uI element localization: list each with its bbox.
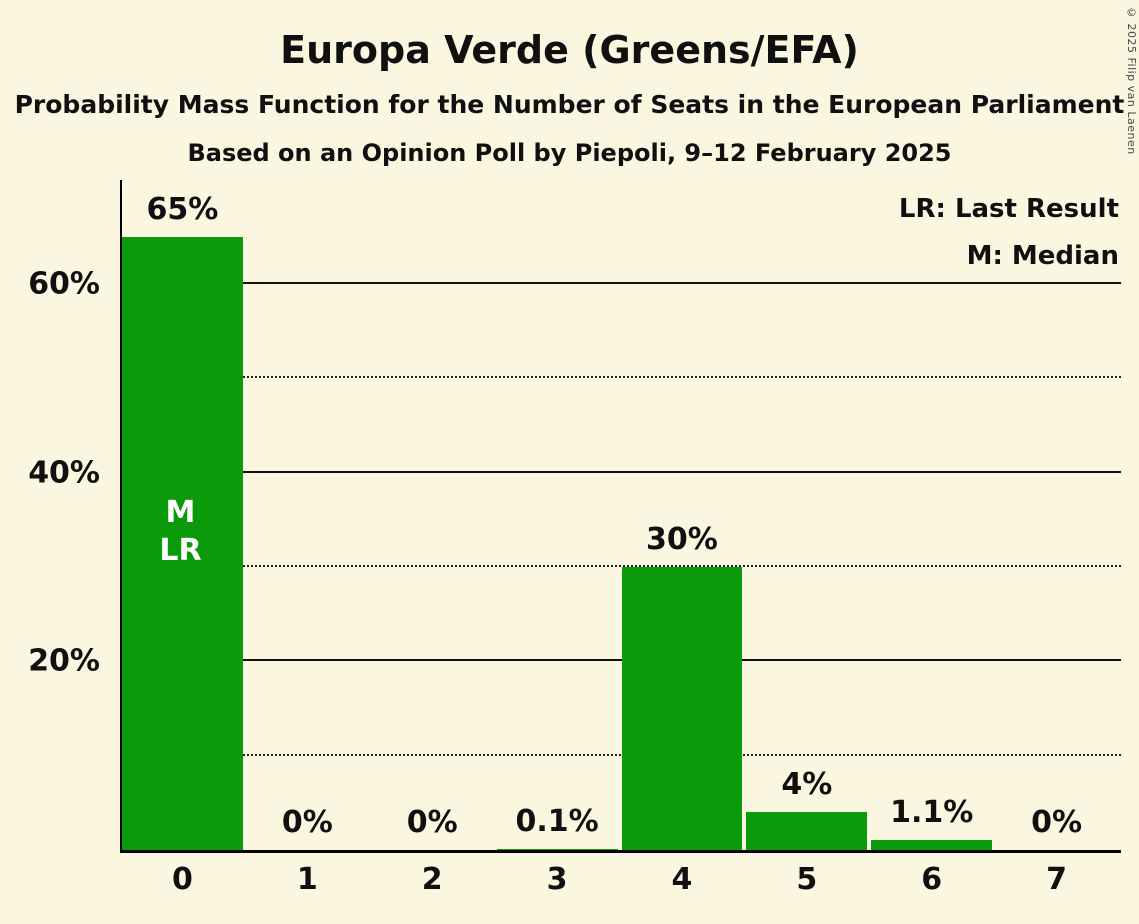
bar-value-label-3: 0.1% — [515, 804, 599, 840]
bar-6 — [871, 839, 993, 850]
bars-container: M LR 65% 0% 0% 0.1% 30% 4% 1.1% 0% — [122, 180, 1121, 850]
bar-annotation-0: M LR — [122, 494, 239, 570]
y-tick-label-60: 60% — [28, 266, 100, 302]
bar-5 — [746, 812, 868, 850]
bar-slot-3: 0.1% — [496, 180, 622, 850]
chart-title: Europa Verde (Greens/EFA) — [280, 28, 859, 72]
gridline-40 — [122, 470, 1121, 473]
x-tick-label-2: 2 — [421, 862, 443, 897]
x-tick-label-0: 0 — [172, 862, 193, 897]
gridline-50 — [122, 376, 1121, 379]
y-axis-labels: 20% 40% 60% — [0, 180, 104, 850]
x-tick-label-5: 5 — [796, 862, 818, 897]
legend-median: M: Median — [966, 241, 1119, 271]
bar-annotation-line: M — [165, 495, 196, 531]
bar-value-label-4: 30% — [646, 521, 718, 557]
legend-last-result: LR: Last Result — [898, 194, 1119, 224]
bar-value-label-1: 0% — [281, 805, 333, 840]
copyright-notice: © 2025 Filip van Laenen — [1125, 6, 1138, 155]
gridline-60 — [122, 281, 1121, 284]
x-tick-label-1: 1 — [296, 862, 318, 897]
chart-subtitle: Probability Mass Function for the Number… — [14, 90, 1125, 119]
chart-subtitle-poll: Based on an Opinion Poll by Piepoli, 9–1… — [187, 139, 952, 167]
bar-slot-7: 0% — [996, 180, 1121, 850]
bar-3 — [496, 849, 618, 850]
y-tick-label-20: 20% — [28, 643, 100, 679]
bar-slot-5: 4% — [746, 180, 871, 850]
legend: LR: Last Result M: Median — [899, 186, 1119, 280]
x-tick-label-3: 3 — [546, 862, 568, 897]
bar-slot-1: 0% — [247, 180, 372, 850]
bar-value-label-6: 1.1% — [890, 794, 974, 830]
bar-value-label-7: 0% — [1031, 805, 1083, 840]
bar-4 — [621, 566, 743, 850]
gridline-30 — [122, 564, 1121, 567]
bar-annotation-line: LR — [159, 533, 202, 569]
x-tick-label-7: 7 — [1046, 862, 1067, 897]
y-tick-label-40: 40% — [28, 455, 100, 491]
bar-slot-4: 30% — [621, 180, 747, 850]
bar-slot-6: 1.1% — [871, 180, 996, 850]
x-axis-labels: 0 1 2 3 4 5 6 7 — [120, 862, 1119, 912]
x-tick-label-6: 6 — [921, 862, 943, 897]
bar-value-label-2: 0% — [406, 805, 458, 840]
bar-value-label-5: 4% — [781, 767, 833, 803]
bar-slot-0: M LR 65% — [122, 180, 247, 850]
bar-value-label-0: 65% — [146, 191, 219, 227]
plot-area: M LR 65% 0% 0% 0.1% 30% 4% 1.1% 0% — [120, 180, 1121, 853]
x-tick-label-4: 4 — [671, 862, 693, 897]
bar-slot-2: 0% — [372, 180, 497, 850]
bar-0: M LR — [122, 236, 243, 850]
